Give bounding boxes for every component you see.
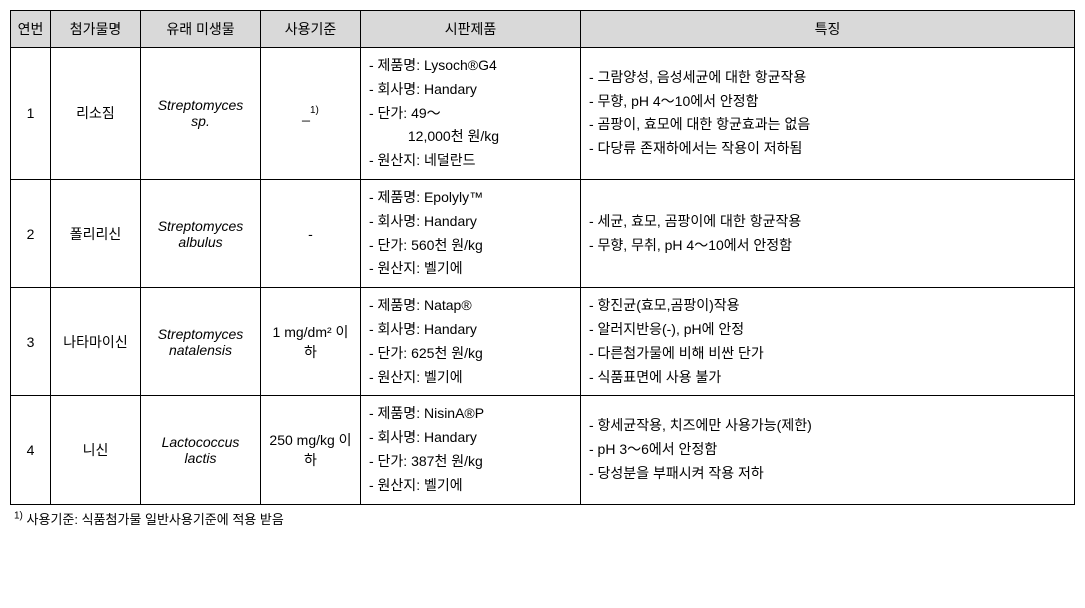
cell-micro: Streptomyces natalensis [141, 288, 261, 396]
cell-product: - 제품명: Natap®- 회사명: Handary- 단가: 625천 원/… [361, 288, 581, 396]
footnote-sup: 1) [14, 510, 23, 521]
list-item: - 제품명: Lysoch®G4 [369, 54, 572, 78]
header-feature: 특징 [581, 11, 1075, 48]
list-item: - 다른첨가물에 비해 비싼 단가 [589, 342, 1066, 366]
cell-micro: Streptomyces albulus [141, 179, 261, 287]
cell-name: 폴리리신 [51, 179, 141, 287]
criteria-superscript: 1) [310, 105, 319, 116]
list-item: - 단가: 560천 원/kg [369, 234, 572, 258]
list-item: - 항진균(효모,곰팡이)작용 [589, 294, 1066, 318]
cell-micro: Streptomyces sp. [141, 48, 261, 180]
list-item: - 단가: 387천 원/kg [369, 450, 572, 474]
cell-criteria: 1 mg/dm² 이하 [261, 288, 361, 396]
cell-name: 리소짐 [51, 48, 141, 180]
header-product: 시판제품 [361, 11, 581, 48]
list-item: 12,000천 원/kg [369, 125, 572, 149]
header-num: 연번 [11, 11, 51, 48]
additives-table: 연번 첨가물명 유래 미생물 사용기준 시판제품 특징 1리소짐Streptom… [10, 10, 1075, 505]
list-item: - 알러지반응(-), pH에 안정 [589, 318, 1066, 342]
table-header: 연번 첨가물명 유래 미생물 사용기준 시판제품 특징 [11, 11, 1075, 48]
cell-criteria: _1) [261, 48, 361, 180]
list-item: - 원산지: 벨기에 [369, 257, 572, 281]
list-item: - 다당류 존재하에서는 작용이 저하됨 [589, 137, 1066, 161]
header-micro: 유래 미생물 [141, 11, 261, 48]
list-item: - 무향, pH 4～10에서 안정함 [589, 90, 1066, 114]
table-row: 2폴리리신Streptomyces albulus-- 제품명: Epolyly… [11, 179, 1075, 287]
cell-name: 나타마이신 [51, 288, 141, 396]
list-item: - 제품명: Natap® [369, 294, 572, 318]
list-item: - 세균, 효모, 곰팡이에 대한 항균작용 [589, 210, 1066, 234]
list-item: - 회사명: Handary [369, 78, 572, 102]
cell-micro: Lactococcus lactis [141, 396, 261, 504]
header-name: 첨가물명 [51, 11, 141, 48]
list-item: - 곰팡이, 효모에 대한 항균효과는 없음 [589, 113, 1066, 137]
list-item: - 무향, 무취, pH 4～10에서 안정함 [589, 234, 1066, 258]
table-row: 3나타마이신Streptomyces natalensis1 mg/dm² 이하… [11, 288, 1075, 396]
cell-num: 3 [11, 288, 51, 396]
cell-feature: - 항진균(효모,곰팡이)작용- 알러지반응(-), pH에 안정- 다른첨가물… [581, 288, 1075, 396]
list-item: - 회사명: Handary [369, 426, 572, 450]
cell-criteria: - [261, 179, 361, 287]
list-item: - 단가: 49～ [369, 102, 572, 126]
footnote-text: 사용기준: 식품첨가물 일반사용기준에 적용 받음 [23, 512, 284, 527]
cell-feature: - 그람양성, 음성세균에 대한 항균작용- 무향, pH 4～10에서 안정함… [581, 48, 1075, 180]
list-item: - 단가: 625천 원/kg [369, 342, 572, 366]
cell-product: - 제품명: Lysoch®G4- 회사명: Handary- 단가: 49～ … [361, 48, 581, 180]
header-criteria: 사용기준 [261, 11, 361, 48]
list-item: - 항세균작용, 치즈에만 사용가능(제한) [589, 414, 1066, 438]
cell-feature: - 세균, 효모, 곰팡이에 대한 항균작용- 무향, 무취, pH 4～10에… [581, 179, 1075, 287]
list-item: - 원산지: 벨기에 [369, 366, 572, 390]
cell-product: - 제품명: Epolyly™- 회사명: Handary- 단가: 560천 … [361, 179, 581, 287]
list-item: - 그람양성, 음성세균에 대한 항균작용 [589, 66, 1066, 90]
list-item: - 제품명: NisinA®P [369, 402, 572, 426]
list-item: - 회사명: Handary [369, 210, 572, 234]
cell-num: 1 [11, 48, 51, 180]
footnote: 1) 사용기준: 식품첨가물 일반사용기준에 적용 받음 [10, 509, 1075, 528]
list-item: - 당성분을 부패시켜 작용 저하 [589, 462, 1066, 486]
cell-feature: - 항세균작용, 치즈에만 사용가능(제한)- pH 3～6에서 안정함- 당성… [581, 396, 1075, 504]
list-item: - 식품표면에 사용 불가 [589, 366, 1066, 390]
cell-criteria: 250 mg/kg 이하 [261, 396, 361, 504]
cell-num: 4 [11, 396, 51, 504]
table-row: 1리소짐Streptomyces sp._1)- 제품명: Lysoch®G4-… [11, 48, 1075, 180]
list-item: - 제품명: Epolyly™ [369, 186, 572, 210]
cell-product: - 제품명: NisinA®P- 회사명: Handary- 단가: 387천 … [361, 396, 581, 504]
list-item: - 회사명: Handary [369, 318, 572, 342]
list-item: - pH 3～6에서 안정함 [589, 438, 1066, 462]
list-item: - 원산지: 네덜란드 [369, 149, 572, 173]
cell-name: 니신 [51, 396, 141, 504]
table-body: 1리소짐Streptomyces sp._1)- 제품명: Lysoch®G4-… [11, 48, 1075, 505]
cell-num: 2 [11, 179, 51, 287]
list-item: - 원산지: 벨기에 [369, 474, 572, 498]
table-row: 4니신Lactococcus lactis250 mg/kg 이하- 제품명: … [11, 396, 1075, 504]
